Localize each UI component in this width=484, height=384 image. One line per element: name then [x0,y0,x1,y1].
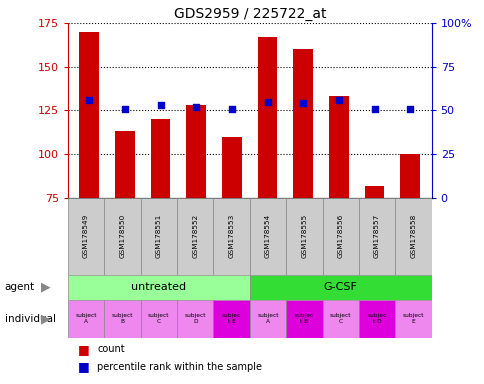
Text: GSM178555: GSM178555 [301,214,307,258]
Point [227,106,235,112]
Text: subject
A: subject A [257,313,278,324]
Text: subjec
t D: subjec t D [367,313,386,324]
Text: GSM178554: GSM178554 [264,214,271,258]
Text: subject
C: subject C [329,313,351,324]
Text: subject
E: subject E [402,313,424,324]
Text: ▶: ▶ [41,312,51,325]
Text: GSM178556: GSM178556 [337,214,343,258]
Text: count: count [97,344,124,354]
Text: subject
A: subject A [75,313,97,324]
Bar [249,275,431,300]
Bar [68,275,249,300]
Bar [400,154,419,198]
Bar [286,300,322,338]
Text: GSM178558: GSM178558 [409,214,416,258]
Text: subject
D: subject D [184,313,206,324]
Bar [293,49,313,198]
Bar [286,198,322,275]
Point [263,99,271,105]
Text: percentile rank within the sample: percentile rank within the sample [97,362,261,372]
Bar [249,300,286,338]
Text: ■: ■ [77,360,89,373]
Bar [104,198,140,275]
Point [156,102,164,108]
Text: G-CSF: G-CSF [323,282,357,292]
Bar [79,32,99,198]
Text: individual: individual [5,314,56,324]
Bar [329,96,348,198]
Bar [222,137,241,198]
Bar [140,300,177,338]
Bar [140,198,177,275]
Bar [104,300,140,338]
Text: GSM178549: GSM178549 [83,214,89,258]
Bar [213,198,249,275]
Text: subject
B: subject B [111,313,133,324]
Text: GSM178550: GSM178550 [119,214,125,258]
Bar [394,198,431,275]
Text: subjec
t E: subjec t E [222,313,241,324]
Bar [358,198,394,275]
Text: ■: ■ [77,343,89,356]
Bar [177,300,213,338]
Bar [364,185,384,198]
Bar [213,300,249,338]
Text: GSM178551: GSM178551 [155,214,162,258]
Text: subjec
t B: subjec t B [294,313,313,324]
Text: GSM178553: GSM178553 [228,214,234,258]
Bar [257,37,277,198]
Bar [394,300,431,338]
Point [370,106,378,112]
Bar [322,198,358,275]
Text: subject
C: subject C [148,313,169,324]
Point [406,106,413,112]
Bar [151,119,170,198]
Bar [322,300,358,338]
Point [299,100,306,106]
Point [334,97,342,103]
Text: GSM178552: GSM178552 [192,214,198,258]
Text: ▶: ▶ [41,281,51,293]
Bar [68,300,104,338]
Text: GSM178557: GSM178557 [373,214,379,258]
Bar [358,300,394,338]
Bar [68,198,104,275]
Title: GDS2959 / 225722_at: GDS2959 / 225722_at [173,7,325,21]
Point [121,106,129,112]
Point [192,104,200,110]
Point [85,97,93,103]
Text: untreated: untreated [131,282,186,292]
Bar [177,198,213,275]
Bar [115,131,135,198]
Bar [249,198,286,275]
Bar [186,105,206,198]
Text: agent: agent [5,282,35,292]
